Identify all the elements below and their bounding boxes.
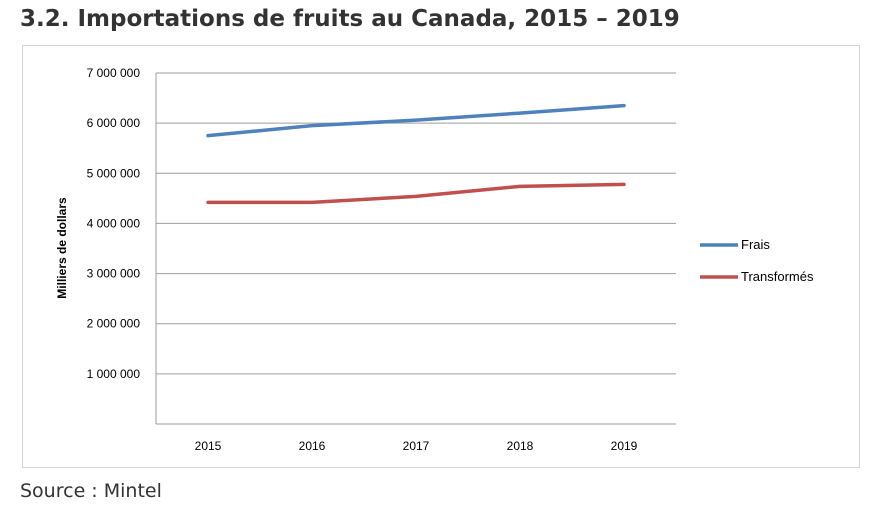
y-tick-label: 5 000 000 [87,166,141,180]
axes [155,73,676,425]
y-tick-label: 1 000 000 [87,367,141,381]
series-line-transformes [206,182,626,205]
x-tick-label: 2016 [299,439,326,453]
series-line-frais [206,103,626,138]
y-tick-label: 4 000 000 [87,216,141,230]
legend-label: Transformés [741,269,814,284]
y-axis-label: Milliers de dollars [55,197,69,299]
x-tick-labels: 2015 2016 2017 2018 2019 [195,439,638,453]
series-lines [206,103,626,205]
x-tick-label: 2017 [403,439,430,453]
page-title: 3.2. Importations de fruits au Canada, 2… [20,6,680,32]
grid-lines [156,72,676,375]
y-tick-label: 7 000 000 [87,66,141,80]
y-tick-label: 3 000 000 [87,267,141,281]
x-tick-label: 2015 [195,439,222,453]
y-tick-label: 6 000 000 [87,116,141,130]
x-tick-label: 2019 [611,439,638,453]
y-tick-label: 2 000 000 [87,317,141,331]
legend: Frais Transformés [700,237,814,284]
y-tick-labels: 1 000 000 2 000 000 3 000 000 4 000 000 5 00… [87,66,141,381]
x-tick-label: 2018 [507,439,534,453]
source-note: Source : Mintel [20,480,162,502]
legend-label: Frais [741,237,770,252]
chart-frame [22,45,860,468]
